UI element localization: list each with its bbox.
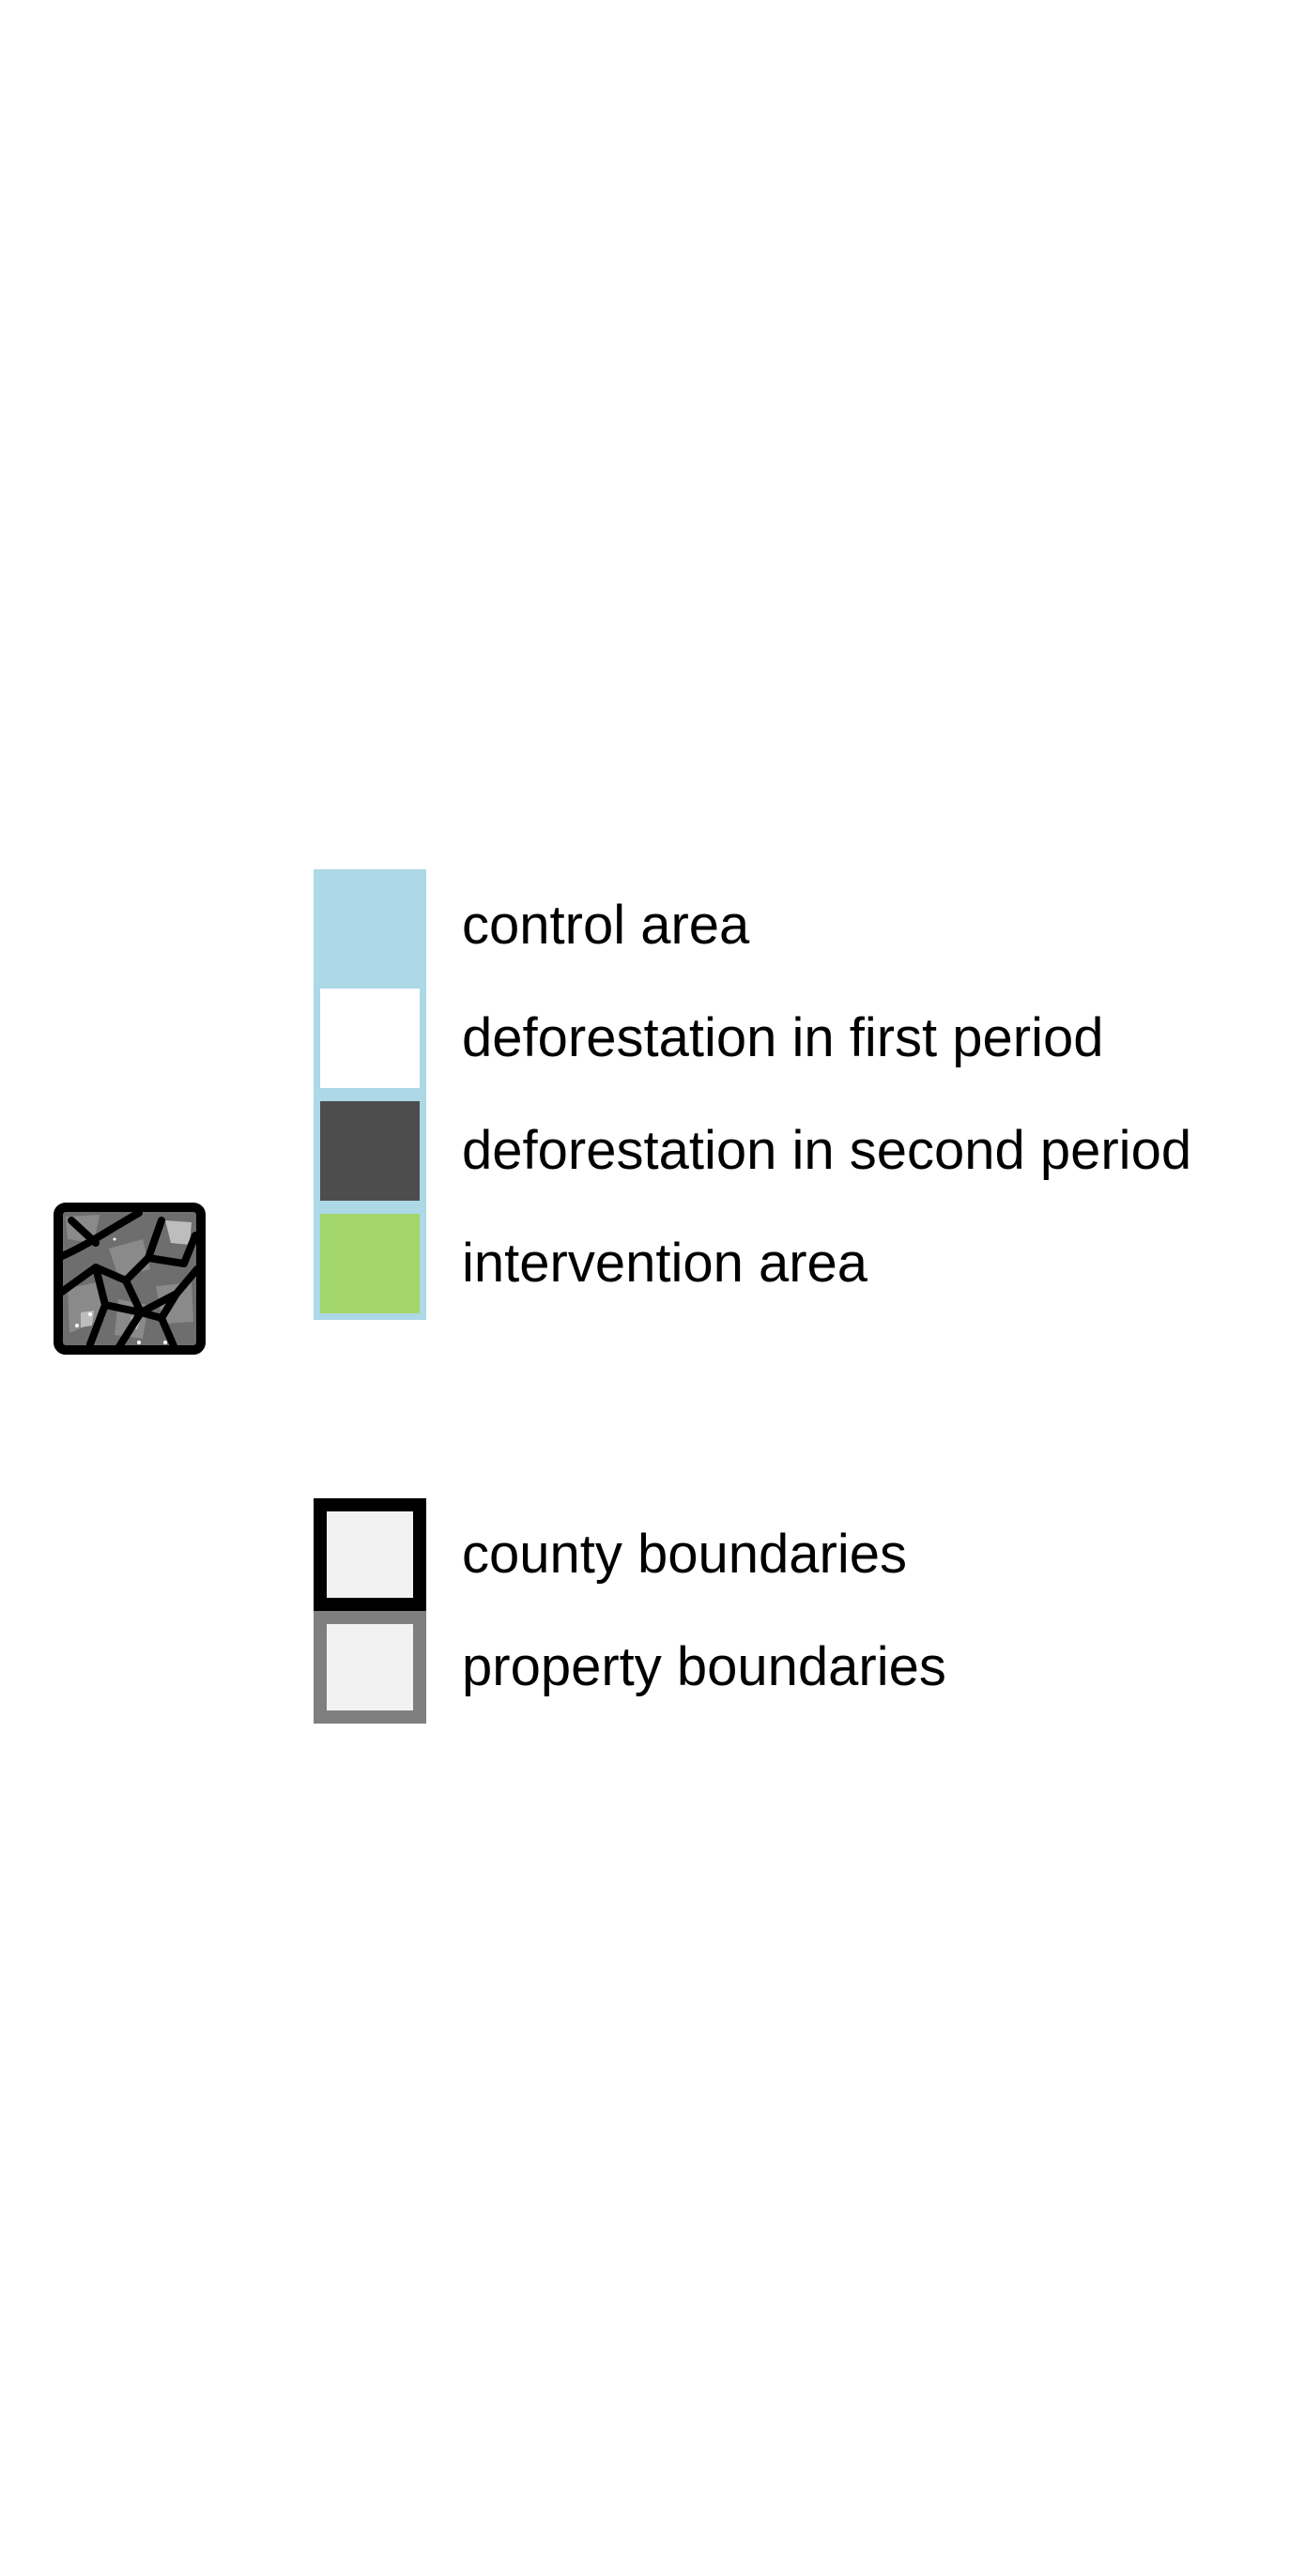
deforestation-first-period-swatch: [314, 982, 426, 1095]
county-boundaries-swatch: [314, 1498, 426, 1611]
deforestation-second-period-swatch: [314, 1095, 426, 1207]
county-map-icon: [54, 1203, 206, 1355]
legend-label: intervention area: [462, 1233, 868, 1294]
legend-label: control area: [462, 895, 750, 956]
intervention-area-swatch: [314, 1207, 426, 1320]
control-area-swatch: [314, 869, 426, 982]
legend-label: county boundaries: [462, 1524, 907, 1585]
legend-label: deforestation in first period: [462, 1007, 1104, 1068]
legend-label: property boundaries: [462, 1636, 946, 1697]
legend-label: deforestation in second period: [462, 1120, 1192, 1181]
property-boundaries-swatch: [314, 1611, 426, 1724]
